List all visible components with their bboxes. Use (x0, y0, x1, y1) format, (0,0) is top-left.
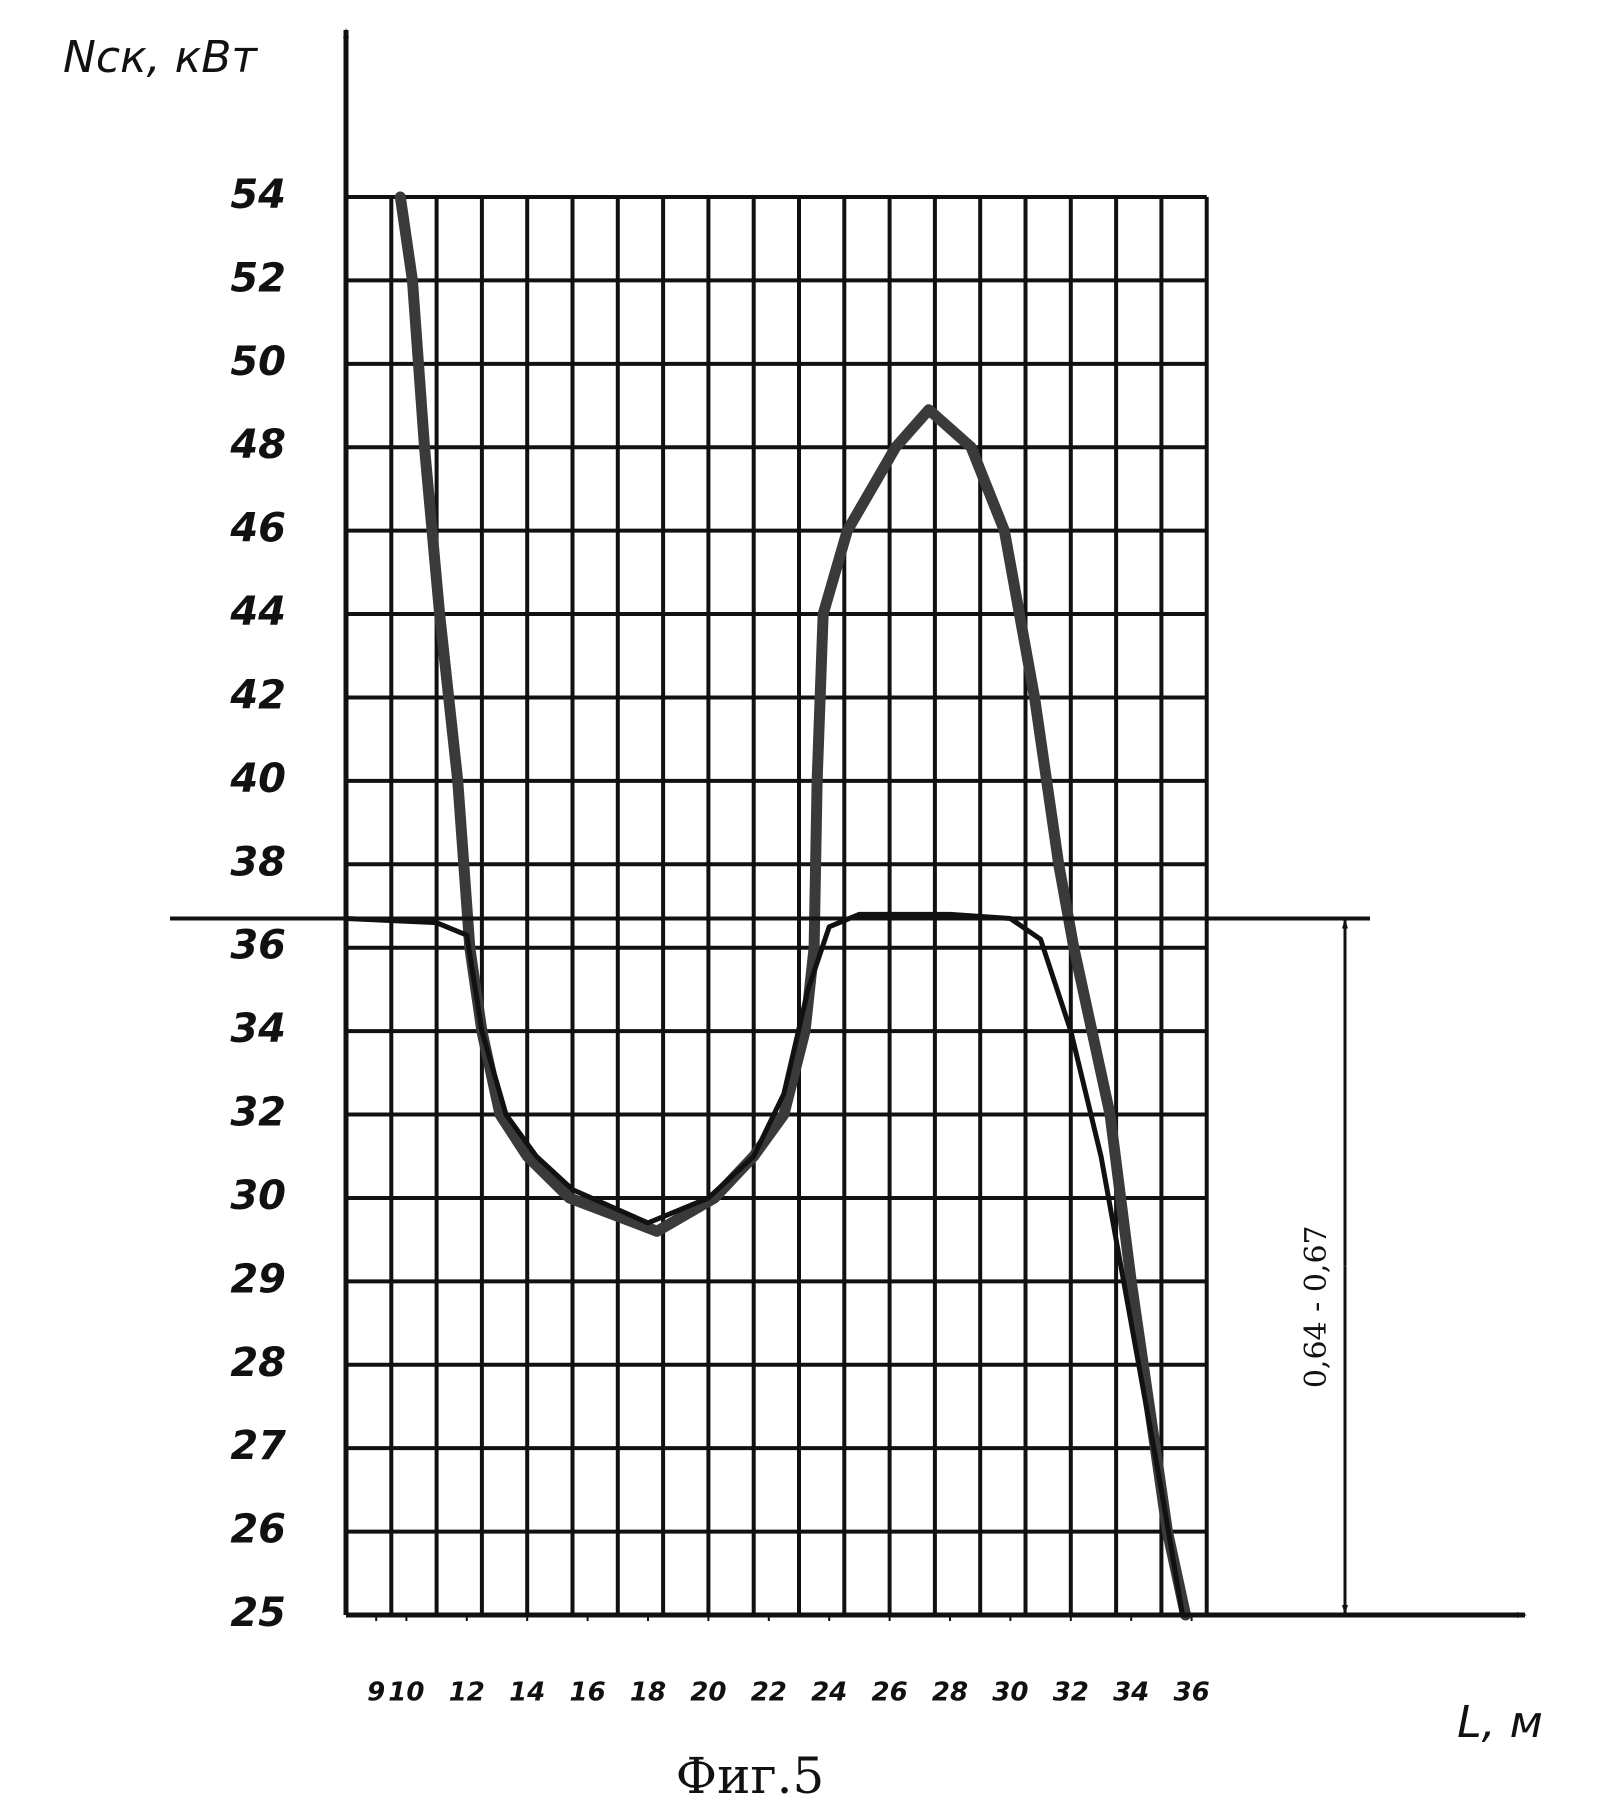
y-tick-label: 27 (230, 1423, 286, 1469)
y-tick-label: 36 (230, 923, 286, 969)
y-tick-label: 34 (230, 1006, 286, 1052)
grid (344, 195, 1209, 1617)
x-tick-label: 24 (811, 1678, 847, 1708)
y-tick-label: 40 (229, 756, 286, 802)
y-tick-label: 26 (230, 1507, 286, 1553)
x-tick-label: 10 (388, 1678, 424, 1708)
x-tick-label: 32 (1053, 1678, 1089, 1708)
x-tick-label: 28 (932, 1678, 968, 1708)
plot (343, 191, 1192, 1621)
x-tick-label: 30 (992, 1678, 1028, 1708)
y-tick-label: 32 (230, 1090, 286, 1136)
y-tick-label: 46 (229, 506, 286, 552)
x-tick-label: 34 (1113, 1678, 1149, 1708)
x-tick-label: 18 (630, 1678, 666, 1708)
x-tick-label: 9 (367, 1678, 385, 1708)
x-tick-label: 14 (509, 1678, 545, 1708)
y-tick-label: 50 (230, 339, 286, 385)
y-tick-label: 38 (230, 839, 286, 885)
x-tick-label: 16 (570, 1678, 606, 1708)
y-tick-label: 52 (230, 255, 286, 301)
y-tick-label: 25 (230, 1590, 286, 1636)
x-axis-label: L, м (1457, 1697, 1543, 1748)
data-line (394, 191, 1192, 1621)
y-tick-label: 42 (229, 672, 286, 718)
data-line (343, 911, 1186, 1618)
x-tick-label: 22 (751, 1678, 787, 1708)
x-tick-label: 20 (690, 1678, 726, 1708)
x-tick-label: 26 (872, 1678, 908, 1708)
y-tick-label: 28 (230, 1340, 286, 1386)
y-tick-label: 29 (230, 1256, 286, 1302)
y-tick-label: 30 (230, 1173, 286, 1219)
y-tick-label: 54 (230, 172, 286, 218)
x-tick-label: 36 (1174, 1678, 1210, 1708)
figure-caption: Фиг.5 (676, 1747, 825, 1805)
x-tick-label: 12 (449, 1678, 485, 1708)
annotation: 0,64 - 0,67 (1299, 1225, 1334, 1388)
y-tick-label: 48 (229, 422, 286, 468)
y-tick-label: 44 (229, 589, 286, 635)
y-axis-label: Nск, кВт (63, 32, 258, 83)
